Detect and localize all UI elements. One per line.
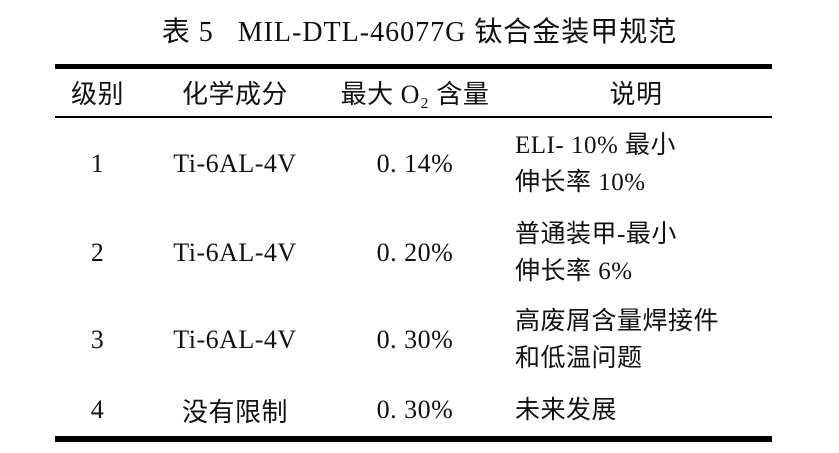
cell-grade: 1 [90,148,105,178]
cell-composition: 没有限制 [181,397,288,427]
cell-oxygen: 0. 14% [376,148,454,178]
table-header-row: 级别 化学成分 最大 O₂ 含量 说明 [55,69,772,118]
table-caption: 表 5 MIL-DTL-46077G 钛合金装甲规范 [161,17,678,48]
cell-grade: 4 [90,395,105,424]
header-cell-grade: 级别 [70,80,124,109]
cell-description: 高废屑含量焊接件 和低温问题 [515,308,720,372]
cell-composition: Ti-6AL-4V [173,237,297,267]
table-row: 2 Ti-6AL-4V 0. 20% 普通装甲-最小 伸长率 6% [55,209,772,296]
cell-oxygen: 0. 20% [376,237,454,267]
spec-table: 级别 化学成分 最大 O₂ 含量 说明 1 Ti-6AL-4V 0. 14% E… [55,64,772,442]
cell-grade: 3 [90,325,105,354]
table-row: 4 没有限制 0. 30% 未来发展 [55,384,772,436]
cell-oxygen: 0. 30% [376,395,454,424]
header-cell-description: 说明 [609,80,663,109]
table-row: 3 Ti-6AL-4V 0. 30% 高废屑含量焊接件 和低温问题 [55,296,772,384]
cell-description: 普通装甲-最小 伸长率 6% [515,220,677,285]
header-cell-oxygen: 最大 O₂ 含量 [340,80,490,109]
cell-composition: Ti-6AL-4V [173,148,297,178]
header-cell-composition: 化学成分 [181,80,288,109]
cell-composition: Ti-6AL-4V [173,325,297,354]
cell-oxygen: 0. 30% [376,325,454,354]
table-row: 1 Ti-6AL-4V 0. 14% ELI- 10% 最小 伸长率 10% [55,118,772,209]
cell-description: 未来发展 [515,396,618,424]
cell-grade: 2 [90,237,105,267]
cell-description: ELI- 10% 最小 伸长率 10% [515,131,677,196]
